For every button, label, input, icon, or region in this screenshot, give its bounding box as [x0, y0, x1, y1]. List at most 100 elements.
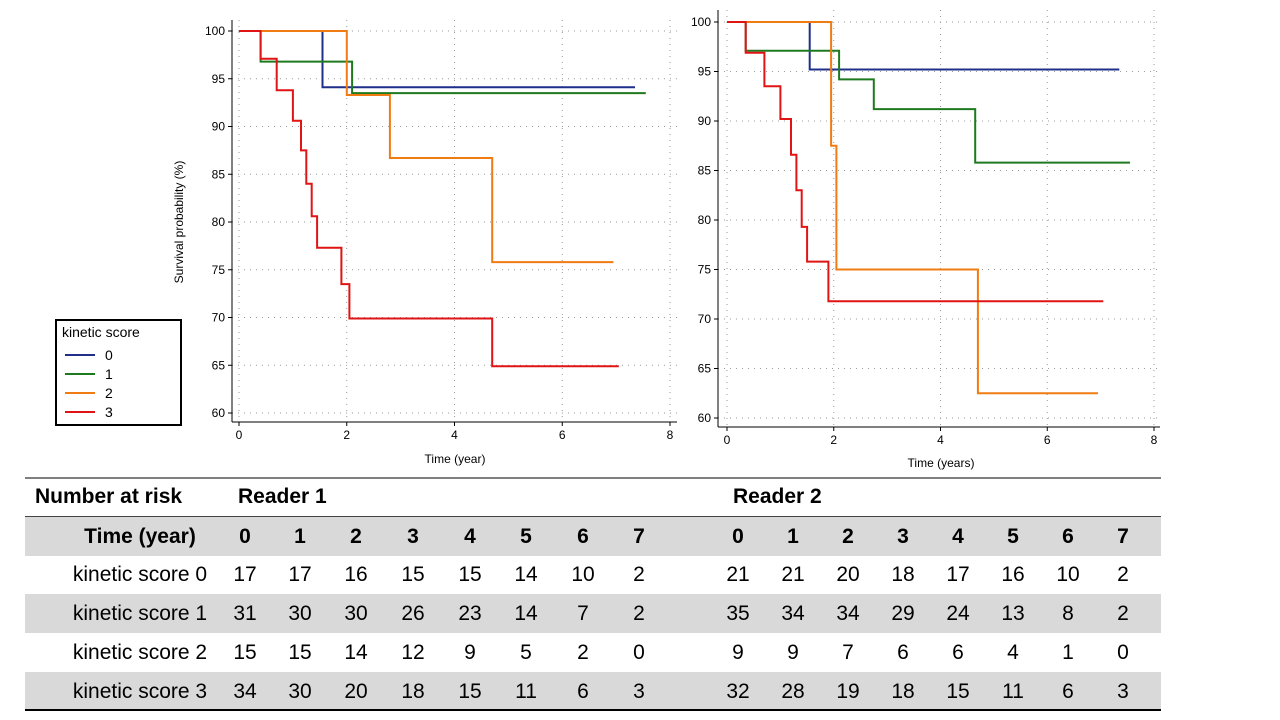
time-header-row-r2-cell: 5: [1007, 525, 1019, 548]
legend-swatch-3: [65, 411, 95, 413]
legend-entry-1: 1: [65, 365, 113, 383]
risk-row-score-0-r2-cell: 20: [836, 563, 860, 586]
risk-row-score-0-r2-cell: 21: [781, 563, 805, 586]
risk-row-score-2-r2-cell: 1: [1062, 641, 1074, 664]
risk-row-score-0-r2-cell: 18: [891, 563, 915, 586]
y-tick-label: 70: [698, 312, 712, 326]
y-tick-label: 80: [212, 215, 226, 229]
risk-row-score-0-r1-cell: 10: [571, 563, 595, 586]
time-header-row-r2-cell: 3: [897, 525, 909, 548]
legend-entry-3: 3: [65, 403, 113, 421]
risk-row-score-2-r2-cell: 7: [842, 641, 854, 664]
risk-row-score-3-r1-cell: 15: [458, 680, 482, 703]
risk-row-score-0-r1-cell: 17: [288, 563, 312, 586]
risk-row-score-1-r2-cell: 8: [1062, 602, 1074, 625]
x-tick-label: 0: [236, 428, 243, 442]
series-score-3: [727, 21, 1104, 303]
x-tick-label: 6: [559, 428, 566, 442]
risk-row-score-2-r2-cell: 6: [897, 641, 909, 664]
x-tick-label: 8: [1151, 433, 1158, 447]
y-tick-label: 100: [691, 15, 711, 29]
risk-row-score-1-r2-cell: 2: [1117, 602, 1129, 625]
risk-row-score-2-r1-cell: 5: [520, 641, 532, 664]
risk-row-score-0-r2-cell: 17: [946, 563, 970, 586]
time-header-row-r1-cell: 6: [577, 525, 589, 548]
risk-row-score-0: kinetic score 0 17 17 16 15 15 14 10 2 21 21 20 18 17…: [25, 555, 1161, 594]
x-tick-label: 6: [1044, 433, 1051, 447]
time-header-row-r2-cell: 6: [1062, 525, 1074, 548]
risk-row-score-2-r1-cell: 15: [233, 641, 257, 664]
time-header-row-r1-cell: 4: [464, 525, 476, 548]
x-axis-title: Time (year): [425, 452, 486, 466]
legend-swatch-0: [65, 354, 95, 356]
risk-row-score-3: kinetic score 3 34 30 20 18 15 11 6 3 32 28 19 18 15 1…: [25, 672, 1161, 711]
legend-swatch-1: [65, 373, 95, 375]
risk-row-score-2: kinetic score 2 15 15 14 12 9 5 2 0 9 9 7 6 6 4 1 0: [25, 633, 1161, 672]
x-axis-title: Time (years): [908, 456, 975, 470]
legend-title: kinetic score: [62, 324, 140, 340]
risk-row-score-2-r1-cell: 15: [288, 641, 312, 664]
time-header-row-r1-cell: 5: [520, 525, 532, 548]
risk-row-score-1-r1-cell: 7: [577, 602, 589, 625]
y-tick-label: 90: [212, 120, 226, 134]
y-tick-label: 90: [698, 114, 712, 128]
y-tick-label: 80: [698, 213, 712, 227]
risk-row-score-0-r1-cell: 2: [633, 563, 645, 586]
risk-row-score-3-r2-cell: 15: [946, 680, 970, 703]
risk-row-score-3-r2-cell: 28: [781, 680, 805, 703]
risk-row-score-2-r1-cell: 0: [633, 641, 645, 664]
y-tick-label: 95: [212, 72, 226, 86]
x-tick-label: 2: [830, 433, 837, 447]
risk-row-score-2-label: kinetic score 2: [72, 641, 208, 664]
risk-row-score-3-r1-cell: 3: [633, 680, 645, 703]
risk-row-score-3-r1-cell: 6: [577, 680, 589, 703]
time-header-row: Time (year) 0 1 2 3 4 5 6 7 0 1 2 3 4 5 6 7: [25, 516, 1161, 556]
risk-row-score-1-r2-cell: 35: [726, 602, 750, 625]
chart-2: 60 65 70 75 80 85 90 95 100 0 2 4 6 8 Time (years): [691, 10, 1160, 470]
time-header-row-r1-cell: 2: [350, 525, 362, 548]
risk-row-score-1-r2-cell: 13: [1001, 602, 1025, 625]
series-score-2: [239, 30, 614, 264]
y-tick-label: 60: [212, 406, 226, 420]
risk-row-score-0-r1-cell: 17: [233, 563, 257, 586]
risk-row-score-1-r1-cell: 2: [633, 602, 645, 625]
risk-row-score-3-r1-cell: 34: [233, 680, 257, 703]
risk-row-score-3-label: kinetic score 3: [72, 680, 208, 703]
risk-row-score-0-r1-cell: 15: [401, 563, 425, 586]
risk-row-score-1-r1-cell: 30: [288, 602, 312, 625]
y-tick-label: 60: [698, 411, 712, 425]
series-score-3: [239, 30, 619, 368]
time-header-row-r2-cell: 1: [787, 525, 799, 548]
risk-row-score-0-r2-cell: 16: [1001, 563, 1025, 586]
risk-row-score-2-r2-cell: 9: [732, 641, 744, 664]
risk-row-score-2-r2-cell: 6: [952, 641, 964, 664]
chart-legend: kinetic score 0 1 2 3: [55, 319, 182, 426]
y-axis-title: Survival probability (%): [172, 161, 186, 284]
time-header-row-r2-cell: 4: [952, 525, 964, 548]
series-score-1: [727, 21, 1130, 164]
x-tick-label: 0: [724, 433, 731, 447]
risk-row-score-3-r2-cell: 19: [836, 680, 860, 703]
reader1-header: Reader 1: [238, 485, 327, 508]
risk-row-score-1-r1-cell: 23: [458, 602, 482, 625]
time-header-row-label: Time (year): [84, 525, 196, 548]
risk-row-score-0-r1-cell: 16: [344, 563, 368, 586]
series-score-1: [239, 30, 646, 95]
risk-row-score-3-r1-cell: 11: [515, 680, 537, 703]
risk-row-score-2-r2-cell: 4: [1007, 641, 1019, 664]
risk-row-score-1-r2-cell: 34: [836, 602, 860, 625]
x-tick-label: 4: [937, 433, 944, 447]
y-tick-label: 85: [698, 164, 712, 178]
y-tick-label: 65: [212, 358, 226, 372]
x-tick-label: 8: [667, 428, 674, 442]
y-tick-label: 70: [212, 311, 226, 325]
risk-row-score-0-r2-cell: 10: [1056, 563, 1080, 586]
y-tick-label: 65: [698, 362, 712, 376]
y-tick-label: 85: [212, 167, 226, 181]
risk-row-score-1-r1-cell: 31: [233, 602, 257, 625]
risk-row-score-1-r2-cell: 29: [891, 602, 915, 625]
number-at-risk-header: Number at risk: [35, 485, 183, 508]
time-header-row-r2-cell: 0: [732, 525, 744, 548]
legend-entry-0: 0: [65, 346, 113, 364]
